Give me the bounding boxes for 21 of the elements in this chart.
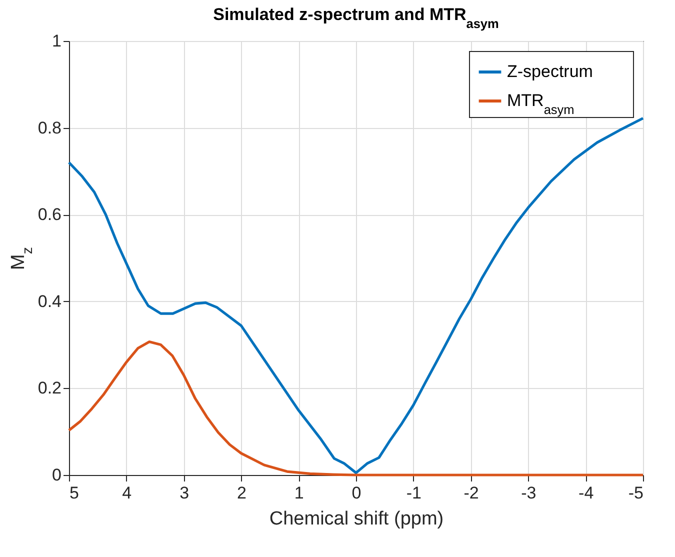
- x-tick-label: -2: [464, 484, 479, 502]
- y-tick-label: 0.6: [38, 205, 62, 224]
- y-tick-label: 0.8: [38, 118, 62, 138]
- chart-title: Simulated z-spectrum and MTR$_{asym}$: [213, 5, 499, 30]
- legend-label: Z-spectrum: [507, 62, 593, 81]
- x-tick-label: -1: [406, 484, 422, 502]
- y-tick-label: 0.4: [38, 292, 62, 311]
- legend-label: MTR$_{asym}$: [507, 91, 574, 116]
- x-tick-label: -3: [521, 484, 536, 502]
- y-tick-label: 0.2: [38, 378, 62, 398]
- x-tick-label: 3: [180, 484, 190, 502]
- y-tick-label: 0: [52, 466, 62, 484]
- x-tick-label: 2: [236, 484, 246, 502]
- x-tick-label: 4: [122, 484, 132, 502]
- x-tick-label: 1: [294, 484, 304, 502]
- x-axis-title: Chemical shift (ppm): [269, 508, 444, 530]
- x-tick-label: 0: [352, 484, 362, 502]
- x-tick-label: -5: [628, 484, 644, 502]
- y-tick-label: 1: [52, 32, 62, 50]
- x-tick-label: 5: [70, 484, 79, 502]
- x-tick-label: -4: [578, 484, 594, 502]
